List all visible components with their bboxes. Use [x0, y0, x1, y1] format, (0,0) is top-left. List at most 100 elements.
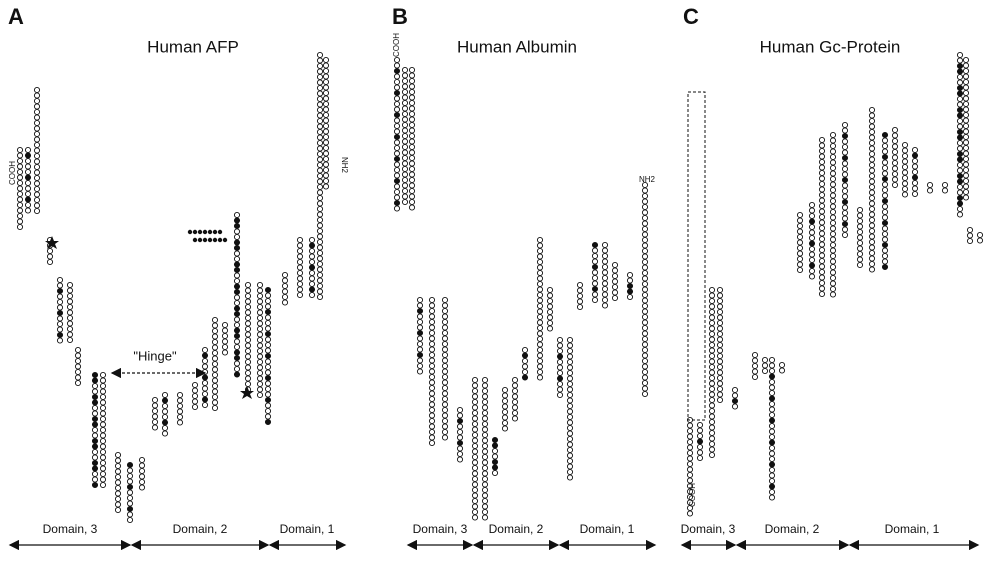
residue-bead: [308, 258, 316, 266]
residue-bead: [322, 128, 330, 135]
residue-bead: [99, 443, 107, 450]
residue-bead: [808, 212, 816, 220]
residue-bead: [796, 222, 804, 230]
residue-bead: [401, 154, 409, 162]
residue-bead: [428, 318, 436, 326]
residue-bead: [456, 445, 464, 452]
residue-bead: [841, 176, 849, 184]
residue-bead: [641, 297, 649, 304]
residue-bead: [316, 194, 324, 202]
residue-bead: [176, 397, 184, 404]
residue-bead: [212, 229, 218, 235]
residue-bead: [471, 382, 479, 389]
residue-bead: [962, 89, 970, 97]
residue-bead: [868, 189, 876, 196]
residue-bead: [296, 247, 304, 255]
residue-bead: [56, 331, 64, 339]
residue-bead: [16, 207, 24, 214]
residue-bead: [264, 396, 272, 404]
residue-bead: [808, 201, 816, 209]
residue-bead: [401, 99, 409, 107]
residue-bead: [24, 207, 32, 214]
residue-bead: [256, 336, 264, 344]
residue-bead: [316, 216, 324, 224]
residue-bead: [408, 99, 416, 107]
residue-bead: [501, 386, 509, 394]
residue-bead: [868, 156, 876, 163]
residue-bead: [818, 274, 826, 281]
residue-bead: [322, 62, 330, 69]
residue-bead: [33, 92, 41, 99]
residue-bead: [768, 378, 776, 386]
residue-bead: [393, 183, 401, 190]
residue-bead: [768, 356, 776, 364]
residue-bead: [99, 454, 107, 461]
residue-bead: [686, 466, 694, 473]
residue-bead: [768, 461, 776, 468]
residue-bead: [829, 225, 837, 232]
residue-bead: [233, 321, 241, 329]
residue-bead: [686, 422, 694, 429]
residue-bead: [868, 249, 876, 257]
residue-bead: [868, 167, 876, 174]
residue-bead: [264, 297, 272, 305]
residue-bead: [491, 458, 499, 466]
residue-bead: [962, 78, 970, 86]
residue-bead: [761, 367, 769, 375]
residue-bead: [768, 483, 776, 490]
residue-bead: [641, 231, 649, 238]
residue-bead: [591, 280, 599, 287]
residue-bead: [33, 147, 41, 154]
residue-bead: [264, 385, 272, 393]
residue-bead: [316, 205, 324, 213]
residue-bead: [211, 388, 219, 395]
residue-bead: [138, 484, 146, 491]
residue-bead: [891, 154, 899, 161]
residue-bead: [408, 187, 416, 195]
residue-bead: [829, 159, 837, 166]
residue-bead: [233, 349, 241, 356]
residue-bead: [56, 287, 64, 295]
residue-bead: [536, 330, 544, 337]
residue-bead: [481, 404, 489, 411]
residue-bead: [696, 432, 704, 440]
residue-bead: [316, 51, 324, 59]
residue-bead: [201, 346, 209, 354]
residue-bead: [956, 172, 964, 180]
residue-bead: [751, 362, 759, 370]
residue-bead: [33, 158, 41, 165]
residue-bead: [962, 128, 970, 135]
residue-bead: [868, 266, 876, 273]
residue-bead: [841, 231, 849, 239]
residue-bead: [511, 382, 519, 389]
residue-bead: [471, 415, 479, 422]
residue-bead: [211, 344, 219, 351]
residue-bead: [316, 222, 324, 229]
residue-bead: [829, 258, 837, 265]
residue-bead: [401, 66, 409, 74]
residue-bead: [956, 57, 964, 64]
residue-bead: [536, 368, 544, 376]
residue-bead: [233, 354, 241, 362]
residue-bead: [308, 269, 316, 277]
residue-bead: [66, 314, 74, 322]
residue-bead: [768, 406, 776, 413]
residue-bead: [491, 453, 499, 460]
residue-bead: [244, 364, 252, 371]
residue-bead: [441, 302, 449, 309]
residue-bead: [716, 308, 724, 316]
residue-bead: [264, 341, 272, 349]
residue-bead: [626, 277, 634, 284]
residue-bead: [138, 467, 146, 475]
residue-bead: [546, 292, 554, 299]
residue-bead: [881, 175, 889, 183]
residue-bead: [566, 413, 574, 421]
residue-bead: [24, 201, 32, 209]
residue-bead: [536, 258, 544, 266]
residue-bead: [308, 242, 316, 249]
residue-bead: [818, 158, 826, 166]
residue-bead: [796, 228, 804, 235]
residue-bead: [891, 126, 899, 134]
residue-bead: [176, 408, 184, 415]
